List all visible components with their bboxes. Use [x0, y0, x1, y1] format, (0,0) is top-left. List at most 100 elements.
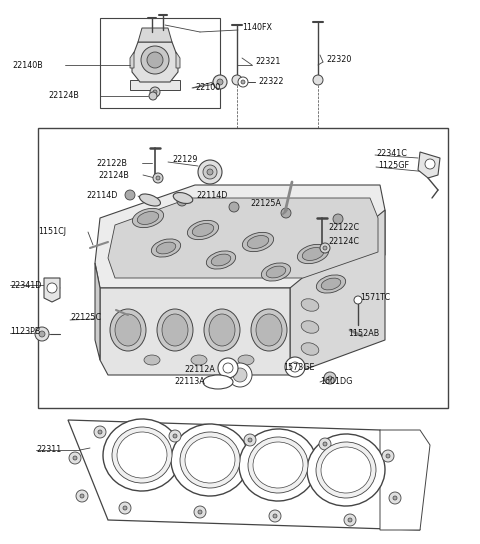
Polygon shape — [44, 278, 60, 302]
Circle shape — [39, 331, 45, 337]
Circle shape — [169, 430, 181, 442]
Text: 22320: 22320 — [326, 55, 351, 65]
Ellipse shape — [321, 447, 371, 493]
Circle shape — [313, 75, 323, 85]
Circle shape — [248, 438, 252, 442]
Polygon shape — [418, 152, 440, 178]
Circle shape — [233, 368, 247, 382]
Circle shape — [198, 510, 202, 514]
Circle shape — [348, 518, 352, 522]
Ellipse shape — [256, 314, 282, 346]
Ellipse shape — [110, 309, 146, 351]
Polygon shape — [68, 420, 420, 530]
Ellipse shape — [211, 254, 231, 266]
Circle shape — [80, 494, 84, 498]
Ellipse shape — [253, 442, 303, 488]
Text: 1573GE: 1573GE — [283, 362, 314, 372]
Text: 1601DG: 1601DG — [320, 378, 352, 386]
Text: 1123PB: 1123PB — [10, 327, 40, 337]
Text: 22124B: 22124B — [48, 91, 79, 101]
Circle shape — [228, 363, 252, 387]
Text: 22114D: 22114D — [196, 191, 228, 201]
Text: 1140FX: 1140FX — [242, 23, 272, 33]
Text: 1571TC: 1571TC — [360, 293, 390, 301]
Ellipse shape — [144, 355, 160, 365]
Circle shape — [273, 514, 277, 518]
Text: 22129: 22129 — [172, 156, 197, 164]
Text: 22124B: 22124B — [98, 170, 129, 180]
Polygon shape — [138, 28, 172, 42]
Circle shape — [73, 456, 77, 460]
Text: 22311: 22311 — [36, 446, 61, 454]
Text: 22125A: 22125A — [250, 200, 281, 208]
Ellipse shape — [298, 244, 329, 264]
Text: 22113A: 22113A — [174, 378, 205, 386]
Text: 22112A: 22112A — [184, 366, 215, 374]
Circle shape — [150, 87, 160, 97]
Circle shape — [94, 426, 106, 438]
Circle shape — [203, 165, 217, 179]
Circle shape — [123, 506, 127, 510]
Ellipse shape — [103, 419, 181, 491]
Circle shape — [35, 327, 49, 341]
Circle shape — [141, 46, 169, 74]
Ellipse shape — [238, 355, 254, 365]
Ellipse shape — [307, 434, 385, 506]
Text: 22122B: 22122B — [96, 158, 127, 168]
Circle shape — [198, 160, 222, 184]
Ellipse shape — [239, 429, 317, 501]
Ellipse shape — [185, 437, 235, 483]
Ellipse shape — [151, 239, 180, 257]
Text: 1152AB: 1152AB — [348, 329, 379, 337]
Polygon shape — [176, 52, 180, 68]
Ellipse shape — [171, 424, 249, 496]
Ellipse shape — [203, 375, 233, 389]
Circle shape — [232, 75, 242, 85]
Circle shape — [393, 496, 397, 500]
Circle shape — [425, 159, 435, 169]
Circle shape — [241, 80, 245, 84]
Circle shape — [194, 506, 206, 518]
Circle shape — [218, 358, 238, 378]
Ellipse shape — [132, 208, 164, 227]
Ellipse shape — [192, 224, 214, 237]
Ellipse shape — [156, 242, 176, 254]
Ellipse shape — [173, 193, 193, 203]
Text: 1125GF: 1125GF — [378, 160, 409, 170]
Circle shape — [229, 202, 239, 212]
Circle shape — [69, 452, 81, 464]
Polygon shape — [132, 42, 178, 82]
Text: 22322: 22322 — [258, 77, 284, 86]
Circle shape — [153, 90, 157, 94]
Circle shape — [344, 514, 356, 526]
Ellipse shape — [248, 437, 308, 493]
Ellipse shape — [247, 236, 269, 249]
Ellipse shape — [251, 309, 287, 351]
Polygon shape — [130, 52, 134, 68]
Circle shape — [386, 454, 390, 458]
Ellipse shape — [301, 343, 319, 355]
Circle shape — [354, 296, 362, 304]
Ellipse shape — [206, 251, 236, 269]
Circle shape — [223, 363, 233, 373]
Ellipse shape — [137, 212, 159, 225]
Ellipse shape — [117, 432, 167, 478]
Ellipse shape — [187, 220, 218, 239]
Text: 22341D: 22341D — [10, 281, 41, 289]
Bar — [38, 128, 448, 408]
Text: 22321: 22321 — [255, 58, 280, 66]
Circle shape — [156, 176, 160, 180]
Text: 1151CJ: 1151CJ — [38, 227, 66, 237]
Circle shape — [177, 196, 187, 206]
Text: 22100: 22100 — [195, 83, 220, 92]
Circle shape — [389, 492, 401, 504]
Ellipse shape — [180, 432, 240, 488]
Ellipse shape — [191, 355, 207, 365]
Ellipse shape — [140, 194, 160, 206]
Text: 22122C: 22122C — [328, 224, 359, 232]
Polygon shape — [290, 210, 385, 375]
Ellipse shape — [162, 314, 188, 346]
Circle shape — [98, 430, 102, 434]
Circle shape — [153, 173, 163, 183]
Ellipse shape — [204, 309, 240, 351]
